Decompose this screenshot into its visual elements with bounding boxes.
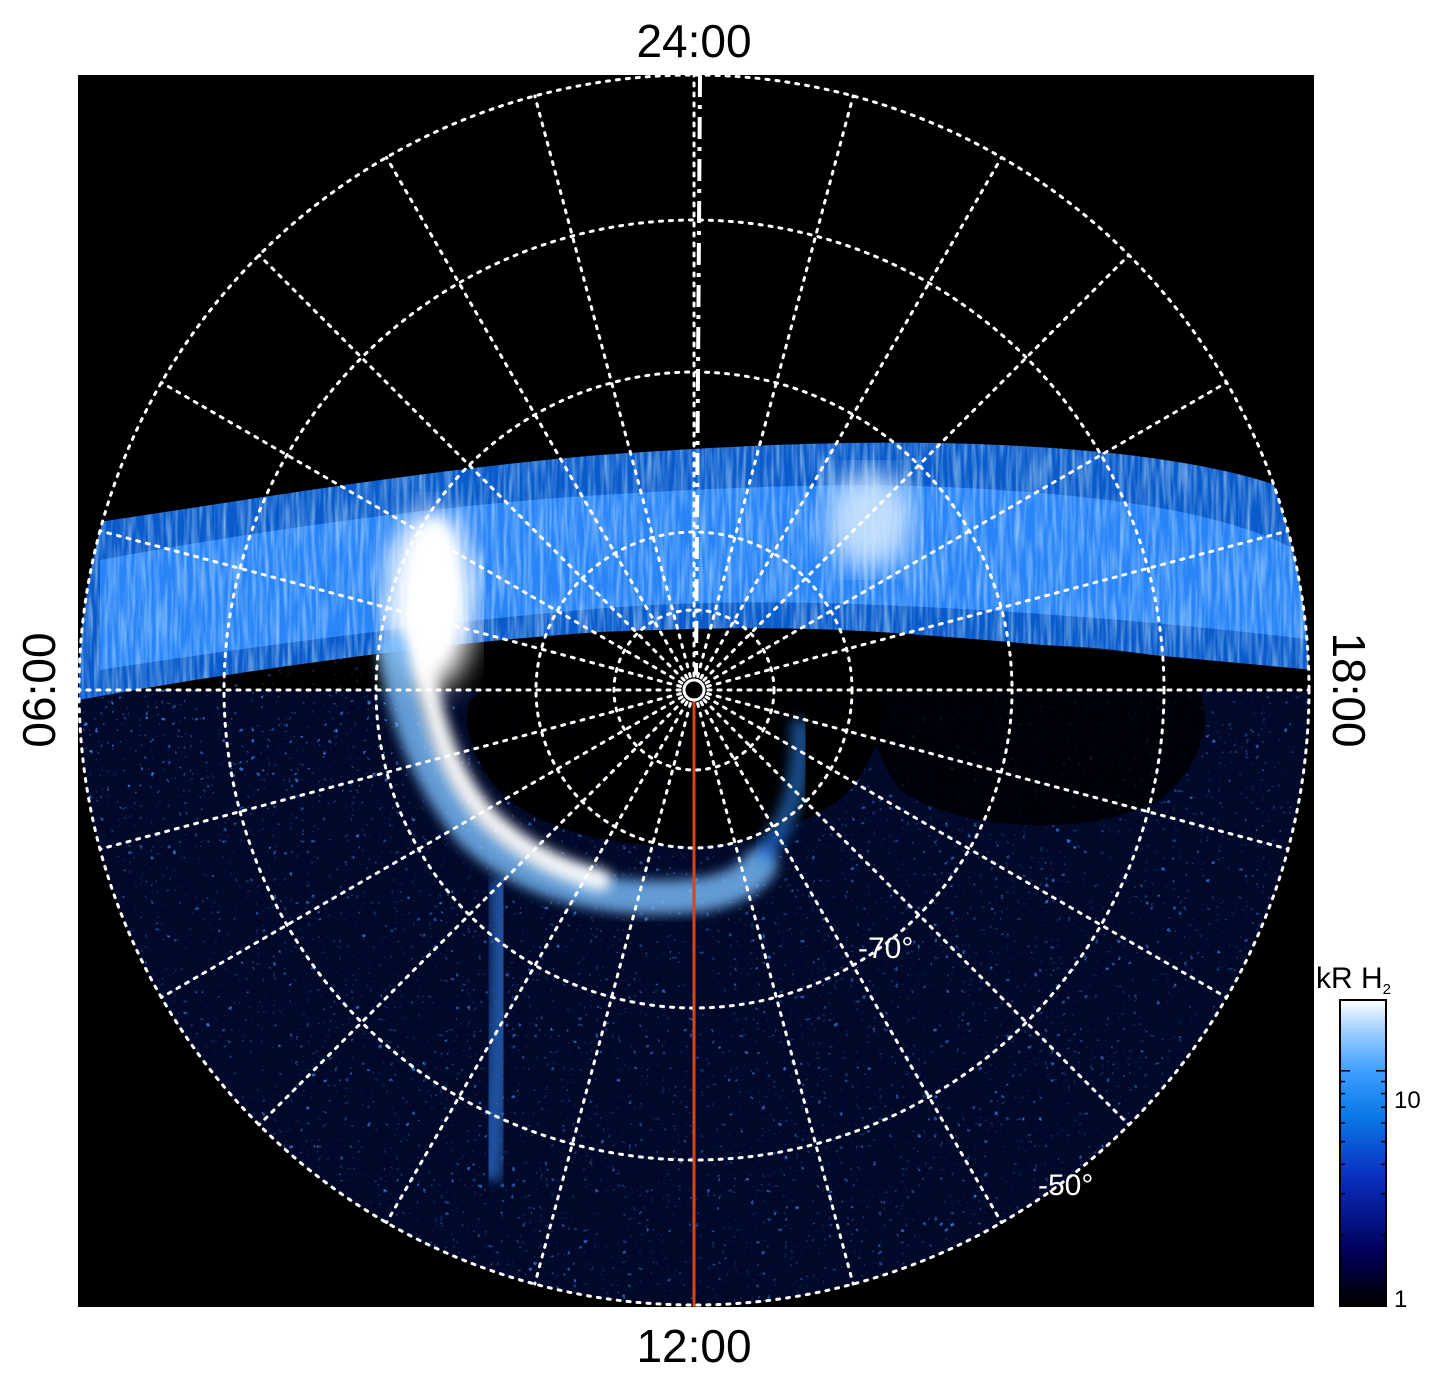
dawn-arc-trail bbox=[478, 879, 514, 1181]
dawn-arc bbox=[378, 633, 777, 915]
meridian-line-11 bbox=[696, 702, 855, 1286]
local-time-top: 24:00 bbox=[636, 15, 751, 67]
meridian-line-8 bbox=[704, 695, 1229, 999]
meridian-line-7 bbox=[706, 692, 1290, 851]
meridian-line-3 bbox=[702, 253, 1131, 682]
local-time-bottom: 12:00 bbox=[636, 1320, 751, 1372]
colorbar-ticks bbox=[1340, 999, 1386, 1307]
latitude-label-70: -70° bbox=[858, 932, 913, 965]
meridian-line-23 bbox=[533, 94, 692, 678]
colorbar-unit-subscript: 2 bbox=[1383, 981, 1391, 998]
meridian-line-1 bbox=[696, 94, 855, 678]
meridian-line-4 bbox=[704, 381, 1229, 685]
colorbar-unit: kR H2 bbox=[1316, 962, 1391, 998]
latitude-label-50: -50° bbox=[1038, 1169, 1093, 1202]
meridian-line-22 bbox=[385, 155, 689, 680]
dawn-arc-core bbox=[409, 619, 611, 891]
meridian-line-2 bbox=[699, 155, 1003, 680]
meridian-line-16 bbox=[159, 695, 684, 999]
meridian-line-17 bbox=[98, 692, 682, 851]
band-dark-cutout-right bbox=[869, 645, 1205, 826]
colorbar-gradient bbox=[1339, 999, 1387, 1307]
colorbar-tick-label-10: 10 bbox=[1394, 1087, 1421, 1114]
midnight-meridian bbox=[694, 74, 702, 676]
meridian-line-21 bbox=[257, 253, 686, 682]
local-time-right: 18:00 bbox=[1323, 632, 1375, 747]
dusk-bright-patch bbox=[825, 470, 915, 570]
local-time-left: 06:00 bbox=[13, 632, 65, 747]
meridian-line-5 bbox=[706, 529, 1290, 688]
colorbar-tick-label-1: 1 bbox=[1394, 1286, 1407, 1313]
dusk-arc bbox=[751, 719, 811, 866]
meridian-line-15 bbox=[257, 698, 686, 1127]
latitude-circle-3 bbox=[222, 218, 1166, 1162]
meridian-line-19 bbox=[98, 529, 682, 688]
colorbar: kR H2 10 1 bbox=[1316, 962, 1421, 1313]
meridian-line-10 bbox=[699, 700, 1003, 1225]
latitude-circle-0 bbox=[612, 608, 776, 772]
meridian-line-13 bbox=[533, 702, 692, 1286]
pole-marker bbox=[682, 678, 706, 702]
meridian-line-14 bbox=[385, 700, 689, 1225]
band-dark-cutout bbox=[466, 633, 882, 847]
meridian-line-9 bbox=[702, 698, 1131, 1127]
meridian-line-20 bbox=[159, 381, 684, 685]
